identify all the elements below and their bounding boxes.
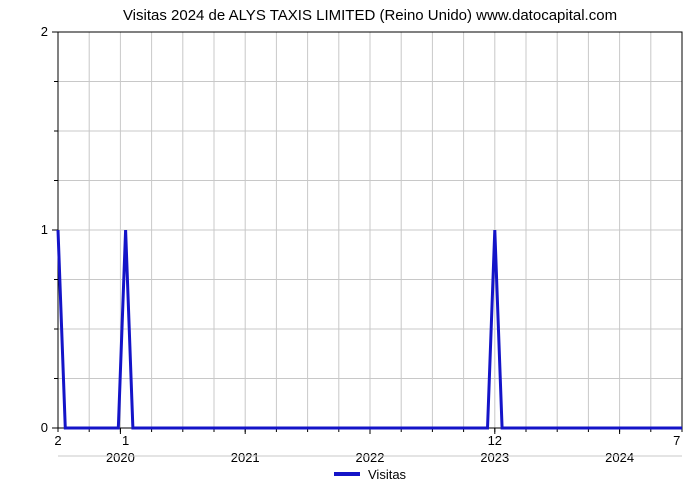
y-tick-label: 1 <box>41 222 48 237</box>
chart-title: Visitas 2024 de ALYS TAXIS LIMITED (Rein… <box>123 7 617 24</box>
secondary-x-value: 1 <box>122 433 129 448</box>
x-tick-label: 2021 <box>231 450 260 465</box>
x-tick-label: 2020 <box>106 450 135 465</box>
y-tick-label: 2 <box>41 24 48 39</box>
secondary-x-value: 7 <box>673 433 680 448</box>
secondary-x-value: 2 <box>54 433 61 448</box>
legend-label: Visitas <box>368 467 407 482</box>
x-tick-label: 2024 <box>605 450 634 465</box>
y-tick-label: 0 <box>41 420 48 435</box>
x-tick-label: 2023 <box>480 450 509 465</box>
x-tick-label: 2022 <box>356 450 385 465</box>
secondary-x-value: 12 <box>488 433 502 448</box>
visits-line-chart: 0122020202120222023202421127Visitas 2024… <box>0 0 700 500</box>
